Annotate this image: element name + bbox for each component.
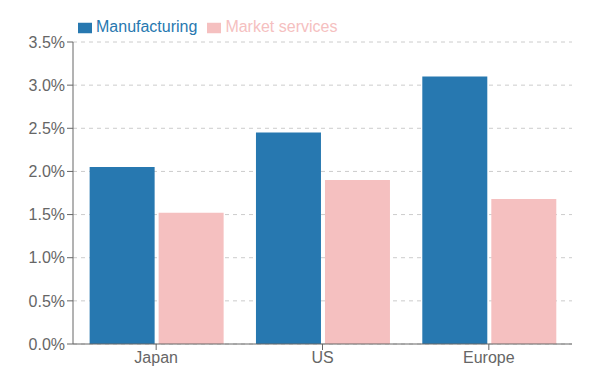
svg-text:Europe: Europe bbox=[463, 349, 515, 366]
svg-text:0.5%: 0.5% bbox=[29, 293, 65, 310]
svg-text:1.0%: 1.0% bbox=[29, 249, 65, 266]
svg-text:1.5%: 1.5% bbox=[29, 206, 65, 223]
svg-text:US: US bbox=[311, 349, 333, 366]
svg-text:3.0%: 3.0% bbox=[29, 77, 65, 94]
html-text:Market services: Market services bbox=[225, 18, 338, 35]
svg-text:Japan: Japan bbox=[134, 349, 178, 366]
svg-text:3.5%: 3.5% bbox=[29, 34, 65, 51]
html-text:Manufacturing: Manufacturing bbox=[96, 18, 198, 35]
svg-text:0.0%: 0.0% bbox=[29, 336, 65, 353]
svg-text:2.0%: 2.0% bbox=[29, 163, 65, 180]
svg-text:2.5%: 2.5% bbox=[29, 120, 65, 137]
